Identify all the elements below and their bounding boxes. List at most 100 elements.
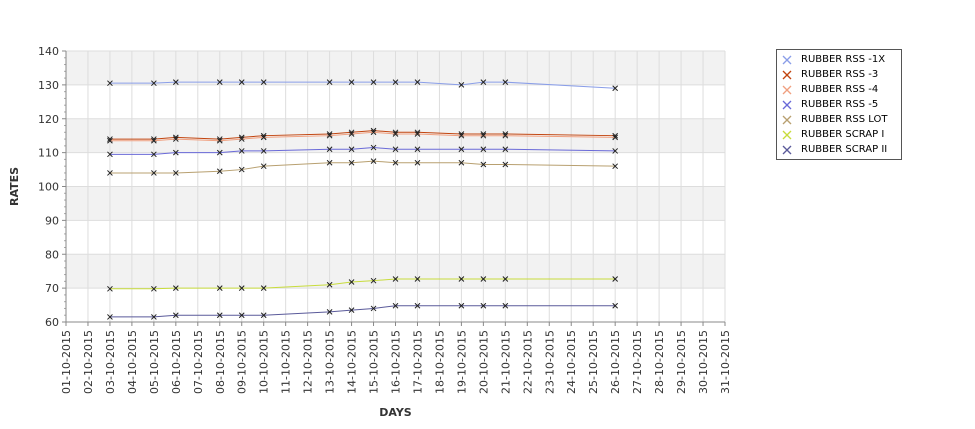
data-point (502, 146, 509, 153)
x-tick-label: 11-10-2015 (280, 330, 293, 394)
x-tick-labels: 01-10-2015 02-10-2015 03-10-2015 04-10-2015… (60, 330, 732, 394)
data-point (392, 302, 399, 309)
data-point (458, 82, 465, 88)
data-point (370, 305, 377, 312)
legend: RUBBER RSS -1X RUBBER RSS -3 RUBBER RSS -4… (776, 49, 902, 160)
data-point (172, 79, 179, 86)
y-tick-label: 100 (38, 181, 59, 194)
data-point (260, 79, 267, 86)
legend-swatch-x-icon (782, 115, 792, 125)
data-point (480, 276, 487, 282)
y-tick-label: 70 (45, 282, 59, 295)
legend-label: RUBBER RSS -3 (801, 69, 879, 80)
legend-item: RUBBER SCRAP II (777, 142, 901, 157)
data-point (392, 276, 399, 282)
data-point (216, 285, 223, 291)
x-tick-label: 09-10-2015 (236, 330, 249, 394)
data-point (326, 79, 333, 86)
data-point (414, 146, 421, 153)
y-tick-label: 120 (38, 113, 59, 126)
legend-swatch-x-icon (782, 145, 792, 155)
legend-swatch-x-icon (782, 55, 792, 65)
data-point (612, 148, 619, 154)
x-tick-label: 23-10-2015 (543, 330, 556, 394)
data-point (172, 285, 179, 291)
data-point (260, 134, 267, 141)
x-tick-label: 28-10-2015 (653, 330, 666, 394)
data-point (458, 132, 465, 139)
legend-label: RUBBER RSS -1X (801, 54, 886, 65)
data-point (392, 146, 399, 153)
data-point (260, 148, 267, 154)
x-tick-label: 05-10-2015 (148, 330, 161, 394)
y-tick-label: 140 (38, 45, 59, 58)
legend-label: RUBBER RSS -4 (801, 84, 879, 95)
x-tick-label: 25-10-2015 (587, 330, 600, 394)
x-tick-label: 18-10-2015 (433, 330, 446, 394)
x-tick-label: 06-10-2015 (170, 330, 183, 394)
legend-swatch-x-icon (782, 70, 792, 80)
data-point (260, 285, 267, 291)
data-point (480, 146, 487, 153)
x-tick-label: 13-10-2015 (324, 330, 337, 394)
data-point (172, 312, 179, 319)
data-point (612, 134, 619, 141)
legend-label: RUBBER SCRAP II (801, 144, 888, 155)
x-axis-title: DAYS (379, 406, 412, 419)
data-point (612, 85, 619, 92)
data-point (107, 170, 113, 176)
data-point (480, 302, 487, 309)
x-tick-label: 01-10-2015 (60, 330, 73, 394)
data-point (238, 166, 245, 173)
legend-item: RUBBER RSS -4 (777, 82, 901, 97)
data-point (392, 159, 399, 166)
data-point (216, 149, 223, 156)
y-tick-label: 80 (45, 248, 59, 261)
data-point (326, 308, 333, 315)
axes (62, 50, 726, 326)
x-tick-label: 08-10-2015 (214, 330, 227, 394)
x-tick-label: 04-10-2015 (126, 330, 139, 394)
legend-item: RUBBER RSS LOT (777, 112, 901, 127)
legend-swatch-x-icon (782, 130, 792, 140)
data-point (326, 281, 333, 288)
data-point (107, 137, 113, 144)
legend-item: RUBBER RSS -3 (777, 67, 901, 82)
data-point (458, 302, 465, 309)
data-point (612, 302, 619, 309)
x-tick-label: 21-10-2015 (499, 330, 512, 394)
y-tick-labels: 60 70 80 90 100 110 120 130 140 (38, 45, 59, 329)
y-tick-label: 60 (45, 316, 59, 329)
data-point (151, 151, 157, 158)
data-point (260, 163, 267, 170)
data-point (480, 79, 487, 86)
data-point (238, 136, 245, 142)
data-point (151, 80, 157, 87)
data-point (502, 132, 509, 139)
data-point (107, 80, 113, 87)
data-point (348, 159, 355, 166)
data-point (502, 302, 509, 309)
data-point (172, 149, 179, 156)
x-tick-label: 10-10-2015 (258, 330, 271, 394)
x-tick-label: 07-10-2015 (192, 330, 205, 394)
data-point (172, 170, 179, 176)
x-tick-label: 27-10-2015 (631, 330, 644, 394)
data-point (612, 163, 619, 170)
series-lines (107, 79, 619, 320)
data-point (458, 146, 465, 153)
data-point (238, 312, 245, 319)
legend-item: RUBBER RSS -1X (777, 52, 901, 67)
data-point (326, 132, 333, 139)
data-point (458, 159, 465, 166)
data-point (238, 285, 245, 291)
data-point (458, 276, 465, 282)
data-point (414, 131, 421, 137)
legend-swatch-x-icon (782, 100, 792, 110)
data-point (414, 159, 421, 166)
data-point (370, 277, 377, 284)
data-point (348, 279, 355, 285)
data-point (151, 285, 157, 292)
data-point (370, 144, 377, 151)
